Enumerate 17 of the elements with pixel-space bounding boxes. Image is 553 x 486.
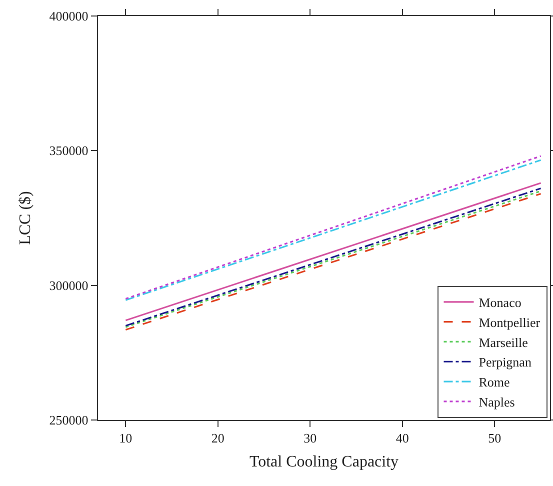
legend-label: Marseille <box>478 334 528 350</box>
x-tick-label: 20 <box>211 430 224 446</box>
legend-label: Rome <box>478 374 510 390</box>
x-tick-label: 10 <box>119 430 132 446</box>
x-tick-label: 40 <box>396 430 409 446</box>
x-tick-label: 30 <box>304 430 317 446</box>
x-tick-label: 50 <box>488 430 502 446</box>
y-axis-title: LCC ($) <box>17 191 34 245</box>
legend-label: Naples <box>478 394 515 410</box>
legend-label: Perpignan <box>478 354 532 370</box>
legend-label: Montpellier <box>478 314 541 330</box>
y-tick-label: 350000 <box>49 143 88 158</box>
y-tick-label: 400000 <box>49 8 88 24</box>
x-axis-title: Total Cooling Capacity <box>249 453 399 470</box>
y-tick-label: 250000 <box>49 412 88 428</box>
legend-label: Monaco <box>478 295 522 310</box>
y-tick-label: 300000 <box>49 278 88 293</box>
